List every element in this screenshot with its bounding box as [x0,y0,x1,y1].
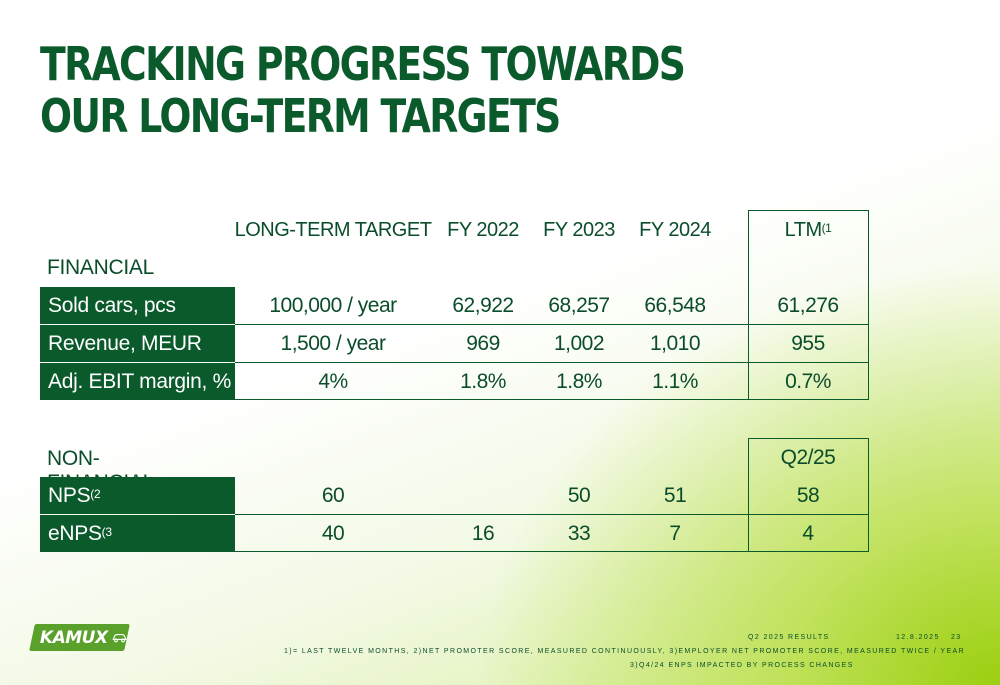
logo-text: KAMUX [40,627,108,648]
cell-target: 1,500 / year [280,331,386,355]
car-icon [112,633,127,642]
row-label-enps: eNPS (3 [40,515,235,552]
cell-fy2022: 1.8% [460,369,506,393]
cell-fy2022: 62,922 [452,293,514,317]
row-divider [235,514,869,515]
cell-q2: 58 [796,483,820,507]
row-label-sold-cars: Sold cars, pcs [40,287,235,324]
row-label-adj-ebit: Adj. EBIT margin, % [40,363,235,400]
row-label-revenue: Revenue, MEUR [40,325,235,362]
cell-fy2022: 969 [466,331,500,355]
cell-ltm: 0.7% [785,369,831,393]
header-long-term-target: LONG-TERM TARGET [234,218,432,241]
ltm-border-top [748,210,869,211]
cell-fy2023: 1.8% [556,369,602,393]
row-divider [235,399,869,400]
cell-fy2024: 1.1% [652,369,698,393]
cell-fy2023: 68,257 [548,293,610,317]
nps-footnote: (2 [90,486,101,501]
row-divider [235,362,869,363]
nps-label: NPS [48,483,91,507]
cell-target: 100,000 / year [269,293,397,317]
enps-footnote: (3 [101,524,112,539]
page-title: TRACKING PROGRESS TOWARDS OUR LONG-TERM … [40,37,686,143]
row-divider [235,324,869,325]
row-divider [235,551,869,552]
cell-fy2024: 1,010 [649,331,701,355]
q2-border-left [748,438,749,552]
cell-fy2022 [436,477,530,514]
header-ltm-footnote: (1 [821,221,832,235]
cell-q2: 4 [802,521,814,545]
cell-fy2024: 66,548 [644,293,706,317]
header-fy2022: FY 2022 [447,218,519,241]
footer-page-number: 23 [951,634,962,641]
cell-fy2023: 1,002 [553,331,605,355]
cell-fy2024: 51 [663,483,687,507]
cell-fy2023: 50 [567,483,591,507]
q2-border-right [868,438,869,552]
header-ltm-label: LTM [784,218,823,241]
section-financial: FINANCIAL [47,256,154,279]
cell-fy2024: 7 [669,521,681,545]
cell-target: 40 [321,521,345,545]
q2-border-top [748,438,869,439]
cell-fy2022: 16 [471,521,495,545]
cell-ltm: 61,276 [777,293,839,317]
cell-ltm: 955 [791,331,825,355]
footer-notes-2: 3)Q4/24 eNPS IMPACTED BY PROCESS CHANGES [630,662,854,669]
ltm-border-right [868,210,869,400]
ltm-border-left [748,210,749,400]
enps-label: eNPS [48,521,102,545]
kamux-logo: KAMUX [29,624,130,651]
footer-notes: 1)= LAST TWELVE MONTHS, 2)NET PROMOTER S… [284,648,966,655]
cell-target: 60 [321,483,345,507]
header-fy2023: FY 2023 [543,218,615,241]
header-fy2024: FY 2024 [639,218,711,241]
header-ltm: LTM (1 [748,215,868,245]
cell-fy2023: 33 [567,521,591,545]
cell-target: 4% [318,369,348,393]
header-q2-25: Q2/25 [780,446,836,469]
footer-date: 12.8.2025 [896,634,940,641]
footer-report: Q2 2025 RESULTS [748,634,830,641]
row-label-nps: NPS (2 [40,477,235,514]
